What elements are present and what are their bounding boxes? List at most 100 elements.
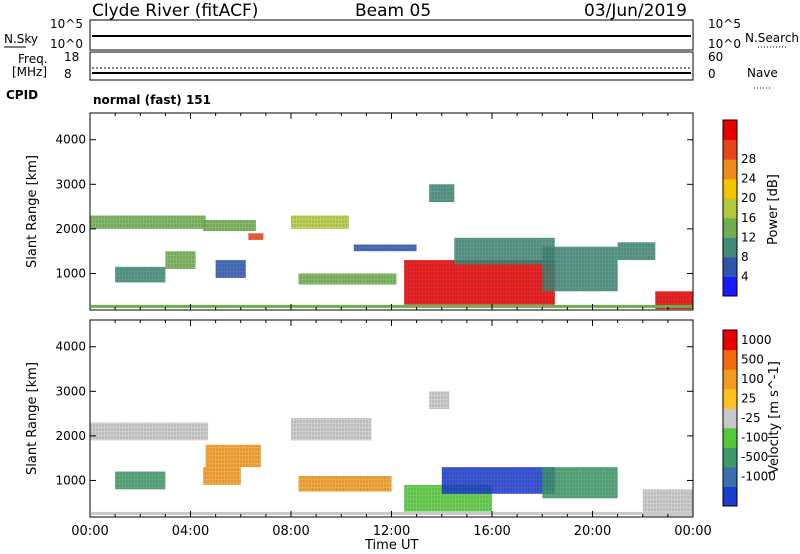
ytick-label: 1000 bbox=[55, 473, 86, 487]
station-title: Clyde River (fitACF) bbox=[92, 1, 259, 21]
velocity-colorbar bbox=[722, 329, 738, 507]
nsky-tick-top: 10^5 bbox=[50, 17, 83, 31]
cpid-label: CPID bbox=[6, 88, 39, 102]
echo-texture bbox=[404, 260, 555, 305]
nsky-panel bbox=[89, 19, 694, 51]
cpid-text: normal (fast) 151 bbox=[93, 93, 211, 107]
echo-texture bbox=[115, 266, 166, 283]
echo-texture bbox=[291, 418, 372, 441]
echo-texture bbox=[617, 242, 656, 261]
echo-texture bbox=[215, 260, 246, 278]
nave-tick-bottom: 0 bbox=[708, 67, 716, 81]
ytick-label: 4000 bbox=[55, 340, 86, 354]
nave-tick-top: 60 bbox=[708, 50, 724, 64]
colorbar-tick-label: -1000 bbox=[741, 470, 776, 484]
beam-title: Beam 05 bbox=[355, 1, 432, 21]
colorbar-tick-label: 12 bbox=[741, 230, 756, 244]
power-ylabel: Slant Range [km] bbox=[24, 155, 40, 268]
echo-texture bbox=[642, 489, 694, 517]
colorbar-swatch bbox=[723, 178, 737, 199]
colorbar-swatch bbox=[723, 349, 737, 370]
colorbar-swatch bbox=[723, 237, 737, 258]
echo-texture bbox=[454, 237, 555, 265]
colorbar-tick-label: 1000 bbox=[741, 333, 772, 347]
colorbar-swatch bbox=[723, 466, 737, 487]
power-colorbar-label: Power [dB] bbox=[765, 174, 781, 245]
colorbar-ticks: 4 8 12 16 20 24 28 1000 500 100 25 -25 -100 -500 -1000 bbox=[741, 152, 776, 484]
ytick-label: 1000 bbox=[55, 266, 86, 280]
echo-texture bbox=[353, 244, 417, 252]
ytick-label: 3000 bbox=[55, 177, 86, 191]
echo-texture bbox=[298, 476, 392, 492]
colorbar-tick-label: 16 bbox=[741, 211, 756, 225]
echo-texture bbox=[90, 215, 206, 229]
xtick-label: 08:00 bbox=[272, 524, 309, 539]
echo-texture bbox=[298, 273, 397, 285]
xtick-label: 12:00 bbox=[373, 524, 410, 539]
echo-texture bbox=[115, 471, 166, 490]
xtick-label: 00:00 bbox=[674, 524, 711, 539]
velocity-heatmap bbox=[90, 391, 694, 517]
echo-texture bbox=[655, 291, 693, 310]
power-heatmap bbox=[90, 184, 693, 310]
axis-ticks: 1000 2000 3000 4000 1000 2000 3000 4000 00:00 04:… bbox=[55, 113, 712, 539]
nave-label: Nave bbox=[747, 66, 778, 80]
colorbar-swatch bbox=[723, 388, 737, 409]
nsky-tick-bottom: 10^0 bbox=[50, 37, 83, 51]
ytick-label: 3000 bbox=[55, 384, 86, 398]
colorbar-tick-label: 8 bbox=[741, 250, 749, 264]
colorbar-tick-label: 4 bbox=[741, 269, 749, 283]
colorbar-swatch bbox=[723, 198, 737, 219]
colorbar-frame bbox=[722, 329, 738, 507]
echo-texture bbox=[205, 444, 261, 468]
xtick-label: 00:00 bbox=[71, 524, 108, 539]
power-colorbar bbox=[722, 119, 738, 297]
xaxis-label: Time UT bbox=[365, 538, 419, 553]
colorbar-swatch bbox=[723, 120, 737, 141]
freq-tick-bottom: 8 bbox=[64, 67, 72, 81]
colorbar-swatch bbox=[723, 447, 737, 468]
nsky-right-tick-bottom: 10^0 bbox=[708, 37, 741, 51]
xtick-label: 20:00 bbox=[574, 524, 611, 539]
colorbar-tick-label: 500 bbox=[741, 352, 764, 366]
colorbar-swatch bbox=[723, 330, 737, 351]
colorbar-tick-label: 24 bbox=[741, 172, 756, 186]
colorbar-tick-label: 28 bbox=[741, 152, 756, 166]
ytick-label: 4000 bbox=[55, 133, 86, 147]
colorbar-swatch bbox=[723, 139, 737, 160]
xtick-label: 04:00 bbox=[172, 524, 209, 539]
echo-texture bbox=[203, 220, 256, 232]
echo-texture bbox=[291, 215, 349, 229]
colorbar-swatch bbox=[723, 217, 737, 238]
freq-unit: [MHz] bbox=[12, 65, 48, 79]
colorbar-frame bbox=[722, 119, 738, 297]
echo-texture bbox=[248, 233, 264, 240]
ytick-label: 2000 bbox=[55, 222, 86, 236]
colorbar-swatch bbox=[723, 369, 737, 390]
freq-label: Freq. bbox=[18, 52, 48, 66]
nsky-right-tick-top: 10^5 bbox=[708, 17, 741, 31]
colorbar-tick-label: -25 bbox=[741, 411, 761, 425]
xtick-label: 16:00 bbox=[473, 524, 510, 539]
freq-tick-top: 18 bbox=[64, 50, 80, 64]
echo-texture bbox=[165, 251, 196, 269]
ytick-label: 2000 bbox=[55, 429, 86, 443]
freq-panel bbox=[89, 51, 694, 81]
colorbar-swatch bbox=[723, 256, 737, 277]
nsky-label: N.Sky bbox=[4, 32, 39, 46]
velocity-colorbar-label: Velocity [m s^-1] bbox=[766, 361, 782, 474]
echo-texture bbox=[429, 391, 450, 410]
echo-texture bbox=[441, 467, 555, 494]
colorbar-swatch bbox=[723, 486, 737, 507]
colorbar-tick-label: -500 bbox=[741, 450, 768, 464]
colorbar-tick-label: 20 bbox=[741, 191, 756, 205]
colorbar-tick-label: 25 bbox=[741, 391, 756, 405]
colorbar-tick-label: 100 bbox=[741, 372, 764, 386]
echo-texture bbox=[542, 246, 618, 292]
date-title: 03/Jun/2019 bbox=[584, 1, 687, 21]
velocity-ylabel: Slant Range [km] bbox=[24, 362, 40, 475]
colorbar-swatch bbox=[723, 276, 737, 297]
echo-texture bbox=[203, 467, 241, 485]
nsearch-label: N.Search bbox=[745, 31, 800, 45]
